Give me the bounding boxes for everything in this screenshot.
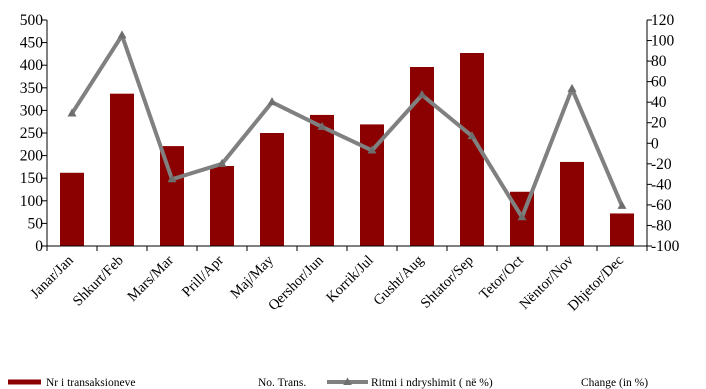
legend: Nr i transaksioneve No. Trans. Ritmi i n… <box>8 377 648 389</box>
left-tick-label: 50 <box>28 215 44 232</box>
legend-line-label-en: Change (in %) <box>581 377 648 389</box>
line-layer <box>67 30 627 221</box>
category-label: Shkurt/Feb <box>70 253 127 310</box>
bar-6 <box>310 114 334 246</box>
category-label: Qershor/Jun <box>265 252 327 314</box>
bar-3 <box>160 146 184 246</box>
legend-triangle-icon <box>343 377 352 385</box>
right-tick-label: -80 <box>651 217 672 234</box>
line-point-8 <box>417 89 427 98</box>
right-tick-label: 100 <box>651 33 675 50</box>
right-tick-label: 40 <box>651 94 667 111</box>
line-point-5 <box>267 97 277 106</box>
left-tick-label: 0 <box>35 238 43 255</box>
left-tick-label: 500 <box>20 12 44 29</box>
left-tick-label: 100 <box>20 193 44 210</box>
line-point-6 <box>317 121 327 130</box>
line-point-1 <box>67 108 77 117</box>
line-point-12 <box>617 200 627 209</box>
category-label: Janar/Jan <box>27 252 77 302</box>
line-point-4 <box>217 158 227 167</box>
bar-2 <box>110 93 134 247</box>
legend-bar-label-en: No. Trans. <box>258 377 306 389</box>
line-point-7 <box>367 145 377 154</box>
category-label: Shtator/Sep <box>418 253 477 312</box>
change-line <box>70 33 624 220</box>
category-label: Maj/May <box>227 252 277 302</box>
category-label: Tetor/Oct <box>476 253 526 303</box>
category-label: Korrik/Jul <box>323 253 376 306</box>
legend-bar-label: Nr i transaksioneve <box>46 377 135 389</box>
line-point-10 <box>517 212 527 221</box>
category-label: Mars/Mar <box>125 252 177 304</box>
left-tick-label: 350 <box>20 80 44 97</box>
line-point-11 <box>567 83 577 92</box>
right-tick-label: -100 <box>651 238 680 255</box>
right-tick-label: 120 <box>651 12 675 29</box>
bar-12 <box>610 213 634 246</box>
right-tick-label: 60 <box>651 74 667 91</box>
bar-1 <box>60 172 84 246</box>
right-tick-label: 0 <box>651 135 659 152</box>
category-label: Prill/Apr <box>179 252 227 300</box>
legend-line-label: Ritmi i ndryshimit ( në %) <box>371 377 493 389</box>
right-tick-label: -20 <box>651 156 672 173</box>
line-point-9 <box>467 131 477 140</box>
line-point-2 <box>117 30 127 39</box>
left-tick-label: 400 <box>20 57 44 74</box>
bar-5 <box>260 133 284 246</box>
left-tick-label: 150 <box>20 170 44 187</box>
right-tick-label: 80 <box>651 53 667 70</box>
line-point-3 <box>167 174 177 183</box>
bar-11 <box>560 161 584 246</box>
bars-layer <box>60 52 634 247</box>
left-tick-label: 300 <box>20 102 44 119</box>
left-tick-label: 200 <box>20 148 44 165</box>
right-tick-label: -40 <box>651 176 672 193</box>
right-tick-label: 20 <box>651 115 667 132</box>
right-tick-label: -60 <box>651 197 672 214</box>
axes-layer: 050100150200250300350400450500-100-80-60… <box>20 12 680 255</box>
left-tick-label: 450 <box>20 35 44 52</box>
left-tick-label: 250 <box>20 125 44 142</box>
bar-4 <box>210 165 234 246</box>
